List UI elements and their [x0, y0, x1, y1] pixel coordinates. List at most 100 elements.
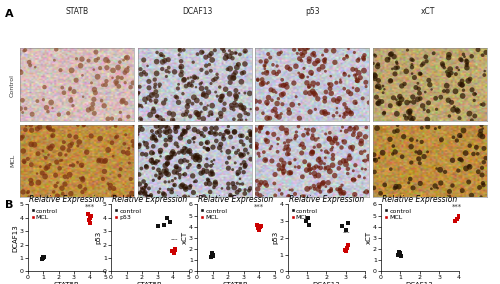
- Point: [452, 89, 460, 94]
- Point: [424, 117, 432, 122]
- Point: [52, 47, 60, 52]
- Point: [337, 129, 345, 133]
- Point: [90, 97, 98, 102]
- Point: [222, 87, 230, 91]
- Point: [354, 135, 362, 140]
- Point: [305, 163, 313, 167]
- Point: [272, 90, 280, 95]
- Point: [263, 100, 271, 105]
- Point: [394, 101, 402, 105]
- Point: [390, 144, 398, 148]
- Point: [152, 173, 160, 178]
- Point: [340, 114, 348, 119]
- Point: [174, 100, 182, 105]
- Point: [190, 95, 198, 99]
- Point: [234, 148, 242, 153]
- Point: [84, 218, 92, 223]
- Point: [408, 65, 416, 70]
- Point: [282, 145, 290, 149]
- Point: [76, 176, 84, 180]
- Point: [458, 94, 466, 98]
- Point: [284, 139, 292, 143]
- Point: [246, 129, 254, 134]
- Point: [258, 123, 266, 128]
- Point: [392, 60, 400, 64]
- Point: [72, 57, 80, 61]
- Point: [370, 72, 378, 77]
- Point: [178, 69, 186, 74]
- Point: [436, 95, 444, 99]
- Title: Relative Expression: Relative Expression: [382, 195, 458, 204]
- Point: [303, 131, 311, 135]
- Point: [228, 103, 235, 108]
- Point: [414, 97, 422, 101]
- Point: [362, 167, 370, 172]
- Point: [314, 158, 322, 162]
- Point: [78, 177, 86, 181]
- Point: [18, 98, 26, 103]
- Text: ***: ***: [84, 204, 94, 210]
- Point: [122, 101, 130, 105]
- Point: [198, 110, 205, 114]
- Point: [453, 65, 461, 70]
- Point: [336, 189, 344, 193]
- Point: [314, 59, 322, 64]
- Point: [394, 252, 402, 257]
- Point: [365, 100, 373, 105]
- Point: [314, 97, 322, 101]
- Point: [195, 115, 203, 120]
- Point: [235, 91, 243, 95]
- Point: [147, 193, 155, 197]
- Point: [248, 138, 256, 143]
- Point: [195, 163, 203, 168]
- Point: [148, 151, 156, 155]
- Point: [156, 148, 164, 153]
- Point: [412, 85, 420, 90]
- Point: [49, 133, 57, 138]
- Point: [358, 166, 366, 171]
- Point: [416, 91, 424, 95]
- Point: [163, 216, 171, 220]
- Point: [372, 54, 380, 58]
- Point: [344, 89, 352, 94]
- Point: [322, 156, 330, 160]
- Point: [180, 48, 188, 52]
- Point: [198, 50, 205, 55]
- Point: [24, 190, 32, 194]
- Point: [288, 103, 296, 107]
- Point: [178, 184, 186, 189]
- Point: [326, 169, 334, 174]
- Point: [199, 170, 207, 175]
- Point: [168, 187, 176, 192]
- Point: [333, 187, 341, 191]
- Point: [58, 191, 66, 196]
- Point: [454, 215, 462, 220]
- Point: [392, 97, 400, 102]
- Point: [278, 192, 285, 196]
- Point: [194, 130, 202, 134]
- Point: [82, 150, 90, 154]
- Point: [386, 79, 394, 83]
- Point: [370, 153, 378, 157]
- Point: [252, 146, 260, 151]
- Point: [106, 183, 114, 187]
- Point: [68, 68, 76, 73]
- Point: [102, 79, 110, 83]
- Point: [204, 147, 212, 152]
- Point: [78, 164, 86, 168]
- Point: [275, 51, 283, 56]
- Point: [176, 65, 184, 70]
- Point: [304, 75, 312, 79]
- Point: [179, 91, 187, 96]
- Point: [346, 110, 354, 115]
- Point: [184, 149, 192, 154]
- Point: [102, 82, 110, 87]
- Point: [69, 163, 77, 168]
- Point: [146, 195, 154, 199]
- Point: [17, 136, 25, 140]
- X-axis label: STAT5B: STAT5B: [137, 282, 162, 284]
- Point: [17, 68, 25, 73]
- Point: [238, 182, 246, 186]
- Point: [322, 90, 330, 94]
- Point: [418, 140, 426, 144]
